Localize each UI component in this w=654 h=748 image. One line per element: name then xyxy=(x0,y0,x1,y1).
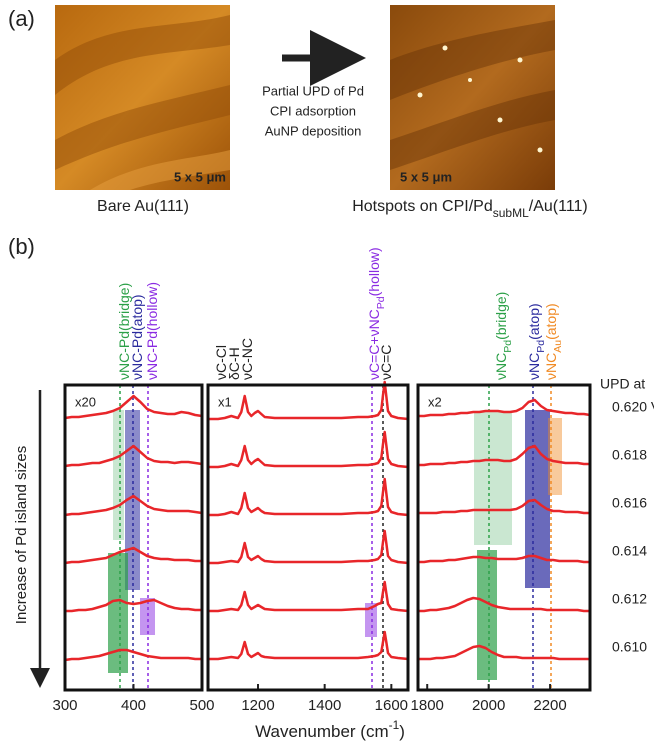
spectrum xyxy=(418,644,590,661)
text-segment: νNC xyxy=(493,353,509,380)
peak-annotation: νNC-Pd(hollow) xyxy=(144,282,160,380)
legend-title: UPD at xyxy=(600,376,645,392)
stm-image-left xyxy=(55,5,230,190)
panel-label: (b) xyxy=(8,234,35,259)
spectrum xyxy=(418,596,590,613)
text-segment: Wavenumber (cm xyxy=(255,722,389,741)
peak-annotation: νC-NC xyxy=(239,338,255,380)
y-axis-label: Increase of Pd island sizes xyxy=(13,446,30,624)
text-segment: Hotspots on CPI/Pd xyxy=(352,198,493,215)
text-segment: νNC xyxy=(543,353,559,380)
spectrum xyxy=(418,498,590,515)
peak-annotation: νC-Cl xyxy=(213,345,229,380)
spectrum xyxy=(208,630,409,661)
process-step: AuNP deposition xyxy=(265,123,362,138)
text-segment: -1 xyxy=(389,718,400,732)
text-segment: Pd xyxy=(502,340,514,353)
stm-image-right xyxy=(390,5,555,190)
spectrum xyxy=(65,598,202,613)
process-step: Partial UPD of Pd xyxy=(262,83,364,98)
peak-annotation: νNC-Pd(atop) xyxy=(129,294,145,380)
legend-label: 0.620 V xyxy=(612,399,654,415)
x-tick-label: 2000 xyxy=(472,697,505,714)
peak-annotation: νNCAu(atop) xyxy=(543,303,564,380)
scale-label: x2 xyxy=(428,394,442,409)
spectrum xyxy=(418,398,591,418)
scale-bar-label: 5 x 5 μm xyxy=(174,169,226,184)
text-segment: νC-Cl xyxy=(213,345,229,380)
peak-annotation: νNCPd(atop) xyxy=(526,303,547,380)
peak-annotation: δC-H xyxy=(226,347,242,380)
spectrum xyxy=(64,494,203,517)
text-segment: (atop) xyxy=(543,303,559,340)
x-tick-label: 300 xyxy=(52,697,77,714)
x-tick-label: 500 xyxy=(189,697,214,714)
legend-label: 0.616 xyxy=(612,495,647,511)
spectrum xyxy=(64,394,203,420)
x-axis-label: Wavenumber (cm-1) xyxy=(255,718,405,741)
scale-label: x20 xyxy=(75,394,96,409)
text-segment: νC=C xyxy=(378,345,394,380)
spectrum xyxy=(208,430,409,469)
text-segment: Pd xyxy=(535,340,547,353)
spectrum xyxy=(64,444,203,468)
legend-label: 0.618 xyxy=(612,447,647,463)
panel-frame xyxy=(63,383,204,692)
panel-frame xyxy=(206,383,410,692)
image-caption: Hotspots on CPI/PdsubML/Au(111) xyxy=(352,198,588,220)
peak-regions xyxy=(108,410,562,680)
x-tick-label: 1800 xyxy=(411,697,444,714)
text-segment: νNC xyxy=(526,353,542,380)
text-segment: νNC-Pd(hollow) xyxy=(144,282,160,380)
text-segment: νNC-Pd(atop) xyxy=(129,294,145,380)
x-tick-label: 1400 xyxy=(308,697,341,714)
spectrum xyxy=(208,580,409,613)
scale-label: x1 xyxy=(218,394,232,409)
text-segment: (hollow) xyxy=(366,247,382,296)
spectrum xyxy=(64,546,202,565)
text-segment: subML xyxy=(493,206,529,220)
x-tick-label: 1600 xyxy=(375,697,408,714)
x-tick-label: 2200 xyxy=(533,697,566,714)
process-step: CPI adsorption xyxy=(270,103,356,118)
legend-label: 0.610 xyxy=(612,639,647,655)
text-segment: Pd xyxy=(375,296,387,309)
text-segment: νNC-Pd(bridge) xyxy=(116,283,132,380)
spectrum xyxy=(208,477,409,517)
spectrum xyxy=(208,529,409,565)
scale-bar-label: 5 x 5 μm xyxy=(400,169,452,184)
x-tick-label: 400 xyxy=(121,697,146,714)
legend-label: 0.614 xyxy=(612,543,647,559)
panel-frame xyxy=(416,383,592,692)
x-tick-label: 1200 xyxy=(241,697,274,714)
spectrum xyxy=(418,554,590,564)
text-segment: Au xyxy=(552,340,564,353)
panel-label: (a) xyxy=(8,6,35,31)
spectrum xyxy=(64,648,202,662)
text-segment: ) xyxy=(399,722,405,741)
text-segment: δC-H xyxy=(226,347,242,380)
text-segment: νC=C+νNC xyxy=(366,309,382,380)
legend-label: 0.612 xyxy=(612,591,647,607)
peak-annotation: νC=C+νNCPd(hollow) xyxy=(366,247,387,380)
image-caption: Bare Au(111) xyxy=(97,198,189,215)
text-segment: /Au(111) xyxy=(529,198,588,215)
peak-annotation: νNCPd(bridge) xyxy=(493,292,514,380)
peak-annotation: νC=C xyxy=(378,345,394,380)
spectrum xyxy=(418,444,590,467)
text-segment: νC-NC xyxy=(239,338,255,380)
text-segment: (atop) xyxy=(526,303,542,340)
peak-annotation: νNC-Pd(bridge) xyxy=(116,283,132,380)
text-segment: (bridge) xyxy=(493,292,509,340)
spectrum xyxy=(208,380,409,421)
